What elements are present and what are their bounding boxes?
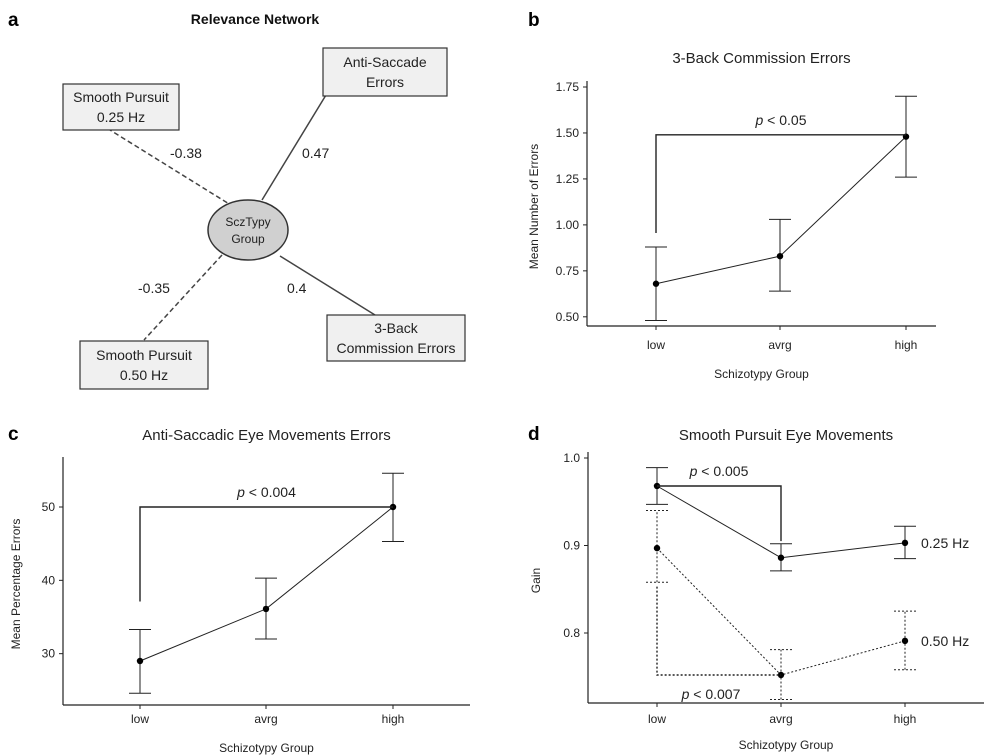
node-sp50: Smooth Pursuit 0.50 Hz (79, 340, 209, 390)
series-line (655, 136, 907, 285)
data-point (262, 605, 270, 613)
y-tick-label: 0.75 (556, 264, 580, 278)
series-label: 0.50 Hz (921, 633, 969, 649)
node-anti-line2: Errors (366, 74, 404, 90)
panel-letter-d: d (528, 424, 540, 445)
y-axis-label: Mean Percentage Errors (9, 519, 23, 650)
weight-anti: 0.47 (302, 145, 329, 161)
p-symbol: p (681, 686, 690, 702)
p-symbol: p (755, 112, 764, 128)
x-tick-label: low (648, 712, 666, 726)
data-point (776, 252, 784, 260)
data-point (901, 539, 909, 547)
panel-letter-a: a (8, 10, 19, 31)
significance-label: p < 0.05 (755, 112, 807, 128)
significance-label: p < 0.007 (681, 686, 741, 702)
edge-back3 (279, 255, 376, 316)
p-symbol: p (236, 484, 245, 500)
line-charts: 3-Back Commission Errors Schizotypy Group… (9, 50, 984, 755)
center-node: SczTypy Group (207, 199, 289, 261)
p-value: < 0.05 (763, 112, 806, 128)
weight-back3: 0.4 (287, 280, 307, 296)
relevance-network: Relevance Network 0.47 -0.38 -0.35 0.4 A… (62, 11, 466, 390)
edge-anti (261, 94, 327, 201)
x-tick-label: avrg (769, 712, 792, 726)
y-tick-label: 1.75 (556, 80, 580, 94)
y-tick-label: 1.25 (556, 172, 580, 186)
node-sp25-line2: 0.25 Hz (97, 109, 145, 125)
y-axis-label: Mean Number of Errors (527, 144, 541, 269)
significance-label: p < 0.005 (689, 463, 749, 479)
x-tick-label: avrg (768, 338, 791, 352)
weight-sp25: -0.38 (170, 145, 202, 161)
node-anti-line1: Anti-Saccade (343, 54, 426, 70)
y-tick-label: 1.00 (556, 218, 580, 232)
data-point (653, 544, 661, 552)
p-symbol: p (689, 463, 698, 479)
node-anti: Anti-Saccade Errors (322, 47, 448, 97)
significance-bracket (656, 586, 781, 676)
x-axis-label: Schizotypy Group (739, 738, 834, 752)
x-tick-label: avrg (254, 712, 277, 726)
panel-letter-c: c (8, 424, 19, 445)
node-sp50-line2: 0.50 Hz (120, 367, 168, 383)
chart-title: Smooth Pursuit Eye Movements (679, 427, 893, 444)
network-title: Relevance Network (191, 11, 320, 27)
x-tick-label: low (647, 338, 665, 352)
data-point (901, 637, 909, 645)
panel-letter-b: b (528, 10, 540, 31)
y-tick-label: 1.0 (563, 451, 580, 465)
y-tick-label: 0.50 (556, 310, 580, 324)
edge-sp50 (143, 254, 223, 341)
y-tick-label: 0.8 (563, 626, 580, 640)
p-value: < 0.007 (689, 686, 740, 702)
x-axis-label: Schizotypy Group (714, 367, 809, 381)
node-back3-line2: Commission Errors (336, 340, 455, 356)
data-point (136, 657, 144, 665)
x-tick-label: high (382, 712, 405, 726)
chart-title: Anti-Saccadic Eye Movements Errors (142, 427, 390, 444)
significance-bracket (655, 134, 906, 233)
y-tick-label: 30 (42, 647, 56, 661)
node-sp50-line1: Smooth Pursuit (96, 347, 192, 363)
center-node-line1: SczTypy (225, 215, 270, 229)
y-tick-label: 1.50 (556, 126, 580, 140)
weight-sp50: -0.35 (138, 280, 170, 296)
data-point (652, 280, 660, 287)
chart-title: 3-Back Commission Errors (672, 50, 850, 67)
y-tick-label: 40 (42, 573, 56, 587)
edge-sp25 (109, 129, 235, 208)
p-value: < 0.005 (697, 463, 748, 479)
x-axis-label: Schizotypy Group (219, 741, 314, 755)
node-back3: 3-Back Commission Errors (326, 314, 466, 362)
node-sp25-line1: Smooth Pursuit (73, 89, 169, 105)
y-tick-label: 0.9 (563, 539, 580, 553)
node-sp25: Smooth Pursuit 0.25 Hz (62, 83, 180, 131)
y-tick-label: 50 (42, 500, 56, 514)
y-axis-label: Gain (529, 568, 543, 593)
chart-b: 3-Back Commission Errors Schizotypy Group… (527, 50, 936, 381)
series-label: 0.25 Hz (921, 535, 969, 551)
p-value: < 0.004 (245, 484, 296, 500)
chart-c: Anti-Saccadic Eye Movements Errors Schizo… (9, 427, 470, 755)
chart-d: Smooth Pursuit Eye Movements Schizotypy G… (529, 427, 984, 752)
x-tick-label: low (131, 712, 149, 726)
x-tick-label: high (894, 712, 917, 726)
significance-bracket (657, 485, 782, 542)
significance-label: p < 0.004 (236, 484, 296, 500)
node-back3-line1: 3-Back (374, 320, 419, 336)
center-node-line2: Group (231, 232, 265, 246)
x-tick-label: high (895, 338, 918, 352)
significance-bracket (139, 506, 393, 602)
data-point (777, 554, 785, 561)
